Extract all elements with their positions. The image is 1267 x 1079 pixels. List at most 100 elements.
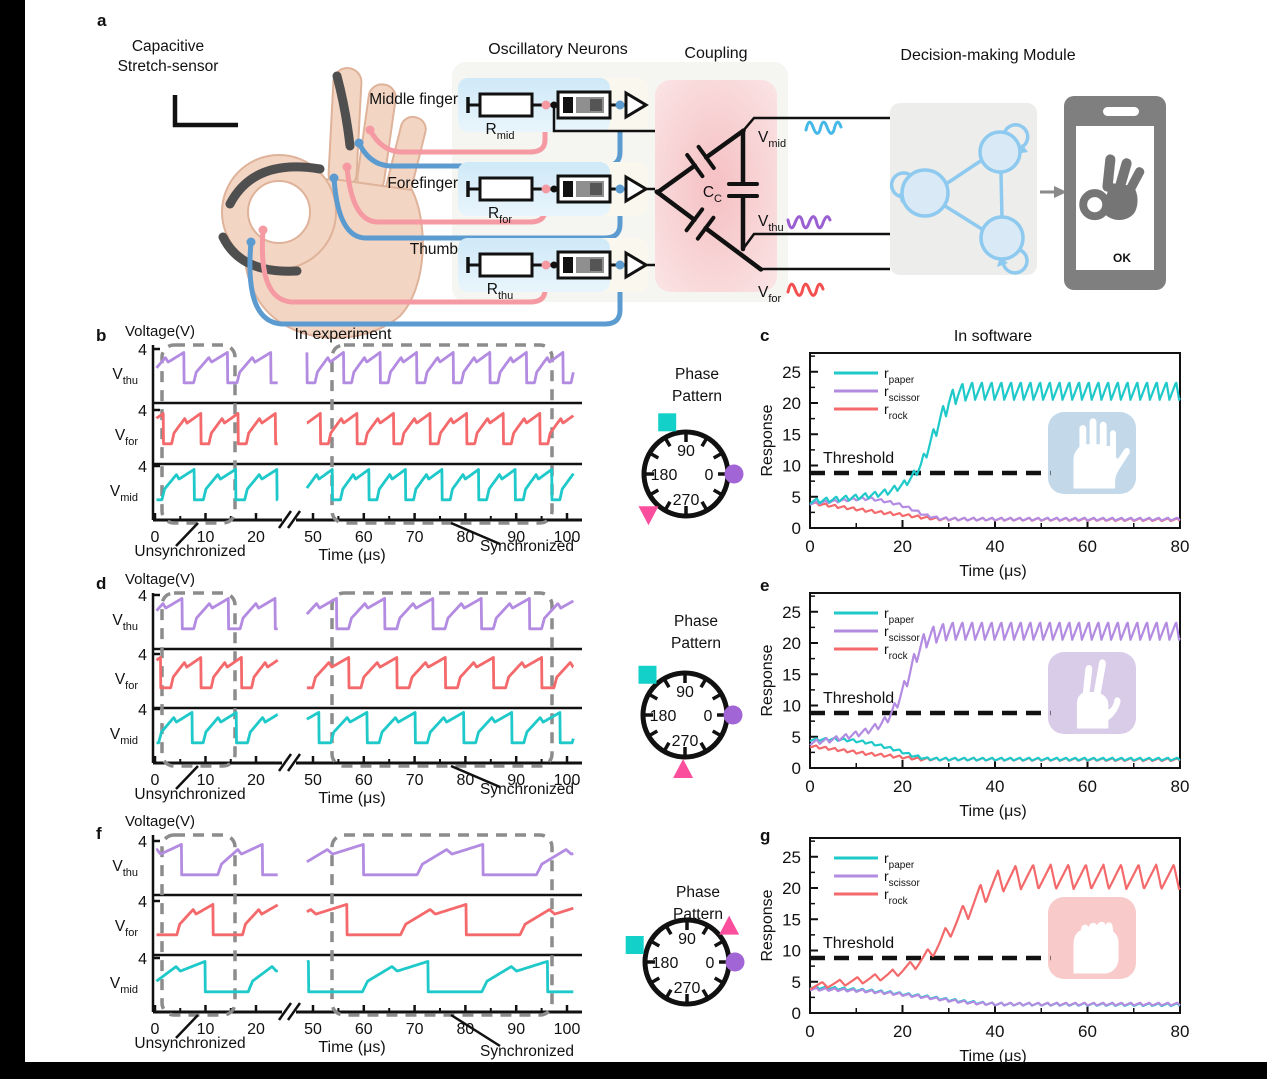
chart-title: In software (954, 328, 1032, 345)
neuron-row-2 (458, 238, 744, 292)
phone-ok-text: OK (1113, 251, 1131, 265)
memristor-inner (590, 99, 602, 111)
clock-0-label: 0 (705, 467, 714, 484)
unsynchronized-box (160, 343, 237, 525)
pink-node (541, 184, 551, 194)
synchronized-box (330, 833, 554, 1017)
trace-label: Vthu (112, 858, 138, 879)
x-tick-label: 90 (507, 772, 525, 789)
unsync-pointer-line (175, 765, 199, 790)
y-tick-label: 15 (782, 425, 801, 444)
decision-title: Decision-making Module (900, 47, 1075, 64)
clock-90-label: 90 (677, 443, 695, 460)
voltage-trace-for (155, 903, 279, 937)
response-trace-r_rock (809, 501, 1181, 523)
x-tick-label: 100 (554, 772, 581, 789)
clock-0-label: 0 (704, 708, 713, 725)
ok-hand-icon (1079, 154, 1145, 221)
row-tick-label: 4 (138, 894, 147, 911)
row-tick-label: 4 (138, 588, 147, 605)
clock-180-label: 180 (652, 955, 679, 972)
clock-tick (700, 438, 708, 448)
memristor-inner (590, 183, 602, 195)
y-axis-title: Voltage(V) (125, 571, 195, 588)
y-tick-label: 25 (782, 848, 801, 867)
phase-marker-triangle-up (673, 758, 694, 778)
sensor-strip-forefinger (225, 162, 325, 209)
legend-label: rpaper (884, 605, 915, 626)
x-tick-label: 60 (1078, 1022, 1097, 1041)
response-trace-r_scissor (809, 621, 1181, 746)
clock-180-label: 180 (651, 467, 678, 484)
x-tick-label: 80 (1171, 537, 1190, 556)
clock-tick (651, 976, 661, 984)
y-tick-label: 0 (792, 519, 801, 538)
y-tick-label: 10 (782, 697, 801, 716)
x-tick-label: 20 (893, 1022, 912, 1041)
clock-tick (701, 988, 709, 998)
x-tick-label: 40 (986, 777, 1005, 796)
phase-pattern-title: Phase (674, 613, 718, 630)
clock-tick (651, 940, 661, 948)
clock-tick (664, 500, 672, 510)
left-border (0, 0, 25, 1079)
wave-glyph-vmid (804, 120, 843, 135)
unsynchronized-label: Unsynchronized (134, 1035, 245, 1052)
coupling-triangle (654, 128, 764, 272)
phase-marker-triangle-down (638, 506, 659, 526)
ok-ring-hole (247, 180, 311, 244)
x-tick-label: 80 (1171, 1022, 1190, 1041)
voltage-trace-thu (155, 597, 279, 631)
clock-tick (665, 988, 673, 998)
phase-marker-square (625, 936, 644, 955)
voltage-trace-mid (155, 711, 279, 745)
resistor-label-for: Rfor (488, 205, 512, 226)
trace-label: Vthu (112, 612, 138, 633)
sensor-strip-middle (332, 71, 355, 151)
coupling-block (655, 80, 777, 292)
panel-letter-a: a (97, 11, 107, 30)
y-tick-label: 25 (782, 363, 801, 382)
voltage-trace-thu (155, 843, 279, 877)
voltage-trace-for (305, 411, 575, 446)
row-tick-label: 4 (138, 403, 147, 420)
panel-letter-d: d (96, 574, 106, 593)
x-tick-label: 20 (893, 777, 912, 796)
finger-label-forefinger: Forefinger (387, 175, 458, 192)
memristor-bar (563, 181, 573, 197)
x-tick-label: 70 (406, 772, 424, 789)
y-tick-label: 5 (792, 488, 801, 507)
wire-pink-thu (259, 227, 548, 305)
clock-tick (713, 940, 723, 948)
blue-node (615, 100, 625, 110)
resistor-label-thu: Rthu (487, 281, 514, 302)
sync-pointer-line (450, 1013, 501, 1048)
x-axis-title: Time (μs) (959, 1048, 1026, 1065)
x-tick-label: 80 (457, 1021, 475, 1038)
trace-label: Vfor (115, 671, 139, 692)
clock-tick (699, 679, 707, 689)
x-tick-label: 60 (355, 772, 373, 789)
y-tick-label: 20 (782, 394, 801, 413)
network-node-top (978, 130, 1022, 174)
clock-270-label: 270 (673, 492, 700, 509)
neuron-row-1 (458, 162, 660, 216)
legend-label: rrock (884, 401, 909, 422)
clock-tick (712, 488, 722, 496)
x-tick-label: 50 (304, 1021, 322, 1038)
voltage-trace-for (305, 903, 575, 937)
voltage-trace-for (155, 411, 279, 446)
x-axis-title: Time (μs) (318, 1039, 385, 1056)
trace-label: Vthu (112, 366, 138, 387)
threshold-label: Threshold (823, 690, 894, 707)
phase-pattern-title: Phase (676, 884, 720, 901)
y-tick-label: 15 (782, 665, 801, 684)
legend-label: rscissor (884, 383, 920, 404)
y-tick-label: 25 (782, 603, 801, 622)
bottom-border (0, 1062, 1267, 1079)
trace-label: Vfor (115, 427, 139, 448)
x-tick-label: 50 (304, 772, 322, 789)
response-trace-r_paper (809, 985, 1181, 1008)
